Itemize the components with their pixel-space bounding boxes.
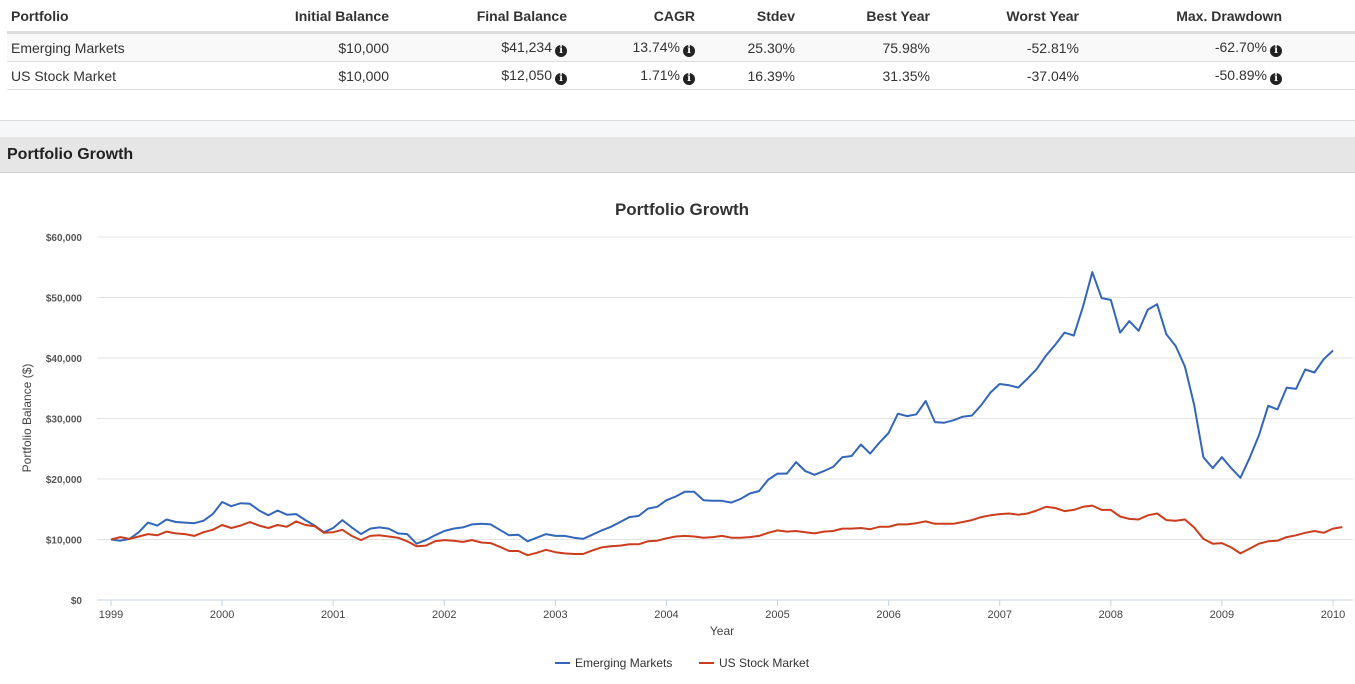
x-tick-label: 2003 — [543, 609, 567, 621]
info-icon[interactable]: i — [1270, 44, 1282, 57]
x-tick-label: 2006 — [876, 609, 900, 621]
info-icon[interactable]: i — [683, 44, 695, 57]
info-icon[interactable]: i — [683, 72, 695, 85]
portfolio-stats-table: Portfolio Initial Balance Final Balance … — [7, 0, 1355, 90]
col-header-initial-balance[interactable]: Initial Balance — [185, 0, 393, 34]
max-drawdown-value: -50.89% — [1214, 66, 1267, 83]
x-axis-ticks: 1999 2000 2001 2002 2003 2004 2005 2006 2007 2008… — [99, 600, 1345, 621]
x-tick-label: 2004 — [654, 609, 678, 621]
cell-best-year: 75.98% — [799, 32, 934, 62]
legend-label: US Stock Market — [719, 656, 810, 670]
col-header-cagr[interactable]: CAGR — [571, 0, 699, 34]
final-balance-value: $41,234 — [501, 38, 552, 55]
y-axis-label: Portfolio Balance ($) — [20, 364, 34, 473]
cell-initial-balance: $10,000 — [185, 32, 393, 62]
cell-max-drawdown: -62.70% i — [1083, 32, 1286, 62]
series-line-emerging-markets[interactable] — [110, 271, 1334, 545]
col-header-portfolio[interactable]: Portfolio — [7, 0, 185, 34]
col-header-stdev[interactable]: Stdev — [699, 0, 799, 34]
info-icon[interactable]: i — [1270, 72, 1282, 85]
y-tick-label: $60,000 — [46, 233, 83, 244]
y-tick-label: $10,000 — [46, 536, 83, 547]
y-tick-label: $40,000 — [46, 354, 83, 365]
cell-worst-year: -37.04% — [934, 61, 1083, 90]
legend-item[interactable]: US Stock Market — [699, 656, 810, 670]
col-header-worst-year[interactable]: Worst Year — [934, 0, 1083, 34]
x-tick-label: 2010 — [1321, 609, 1345, 621]
x-tick-label: 2005 — [765, 609, 789, 621]
section-title: Portfolio Growth — [7, 146, 134, 163]
x-tick-label: 1999 — [99, 609, 123, 621]
table-row: US Stock Market $10,000 $12,050 i 1.71% i … — [7, 61, 1355, 90]
cell-final-balance: $41,234 i — [393, 32, 571, 62]
cell-cagr: 1.71% i — [571, 61, 699, 90]
section-header: Portfolio Growth — [0, 137, 1355, 173]
y-tick-label: $0 — [71, 596, 83, 607]
cell-max-drawdown: -50.89% i — [1083, 61, 1286, 90]
y-tick-label: $20,000 — [46, 475, 83, 486]
legend-label: Emerging Markets — [575, 656, 672, 670]
final-balance-value: $12,050 — [501, 66, 552, 83]
series-line-us-stock-market[interactable] — [110, 504, 1343, 557]
x-axis-label: Year — [710, 624, 734, 638]
table-row: Emerging Markets $10,000 $41,234 i 13.74%… — [7, 32, 1355, 62]
cell-portfolio: US Stock Market — [7, 61, 185, 90]
y-axis-ticks: $0 $10,000 $20,000 $30,000 $40,000 $50,000 $60… — [46, 233, 83, 607]
legend: Emerging Markets US Stock Market — [555, 656, 810, 670]
col-header-final-balance[interactable]: Final Balance — [393, 0, 571, 34]
cagr-value: 1.71% — [640, 66, 680, 83]
x-tick-label: 2001 — [321, 609, 345, 621]
info-icon[interactable]: i — [555, 44, 567, 57]
table-header-row: Portfolio Initial Balance Final Balance … — [7, 0, 1355, 34]
info-icon[interactable]: i — [555, 72, 567, 85]
col-header-best-year[interactable]: Best Year — [799, 0, 934, 34]
cell-worst-year: -52.81% — [934, 32, 1083, 62]
cell-portfolio: Emerging Markets — [7, 32, 185, 62]
cell-best-year: 31.35% — [799, 61, 934, 90]
y-tick-label: $30,000 — [46, 415, 83, 426]
cagr-value: 13.74% — [632, 38, 680, 55]
section-divider — [0, 120, 1355, 138]
chart-title: Portfolio Growth — [615, 200, 749, 219]
grid-lines — [97, 236, 1353, 601]
x-tick-label: 2000 — [210, 609, 234, 621]
portfolio-growth-chart[interactable]: Portfolio Growth $0 $10,000 $20,000 $30,000… — [0, 174, 1355, 684]
max-drawdown-value: -62.70% — [1214, 38, 1267, 55]
series-lines — [110, 271, 1343, 557]
x-tick-label: 2002 — [432, 609, 456, 621]
x-tick-label: 2008 — [1099, 609, 1123, 621]
col-header-max-drawdown[interactable]: Max. Drawdown — [1083, 0, 1286, 34]
cell-stdev: 25.30% — [699, 32, 799, 62]
cell-cagr: 13.74% i — [571, 32, 699, 62]
cell-initial-balance: $10,000 — [185, 61, 393, 90]
cell-stdev: 16.39% — [699, 61, 799, 90]
y-tick-label: $50,000 — [46, 294, 83, 305]
x-tick-label: 2007 — [987, 609, 1011, 621]
legend-item[interactable]: Emerging Markets — [555, 656, 672, 670]
cell-final-balance: $12,050 i — [393, 61, 571, 90]
x-tick-label: 2009 — [1210, 609, 1234, 621]
